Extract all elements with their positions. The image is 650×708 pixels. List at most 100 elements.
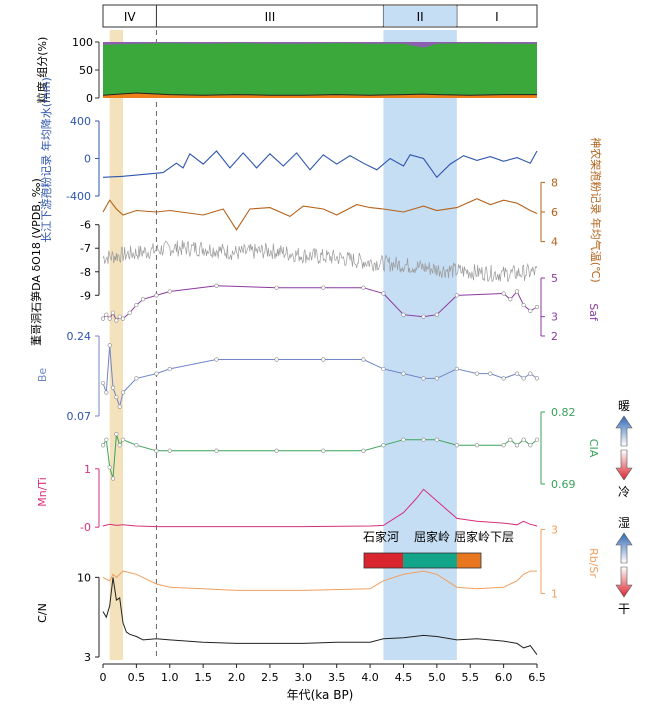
grain-green-area	[103, 43, 537, 96]
wet-dry-up-arrow	[615, 532, 633, 564]
warm-cold-top-label: 暖	[618, 399, 630, 413]
grain-orange-area	[103, 93, 537, 98]
be-point	[521, 376, 526, 381]
saf-axis-label: Saf	[587, 303, 600, 322]
be-point	[274, 357, 279, 362]
x-tick-label: 0	[100, 671, 107, 684]
precip-axis-label: 长江下游孢粉记录 年均降水(mm)	[39, 77, 53, 243]
be-point	[134, 376, 139, 381]
cia-point	[120, 437, 126, 442]
be-point	[528, 371, 533, 376]
be-point	[110, 385, 116, 390]
saf-point	[321, 285, 326, 290]
grain-axis-label: 粒度 组分(%)	[35, 37, 49, 104]
cia-tick-label: 0.69	[551, 478, 576, 491]
cia-point	[321, 448, 326, 453]
cia-point	[381, 443, 386, 448]
grain-tick-label: 50	[79, 64, 93, 77]
cia-point	[214, 448, 219, 453]
x-tick-label: 6.5	[528, 671, 546, 684]
d18o-tick-label: -9	[80, 289, 91, 302]
be-point	[434, 376, 439, 381]
saf-point	[110, 310, 116, 315]
warm-cold-up-arrow	[615, 415, 633, 447]
cn-tick-label: 3	[84, 651, 91, 664]
d18o-tick-label: -7	[80, 242, 91, 255]
saf-tick-label: 3	[551, 311, 558, 324]
be-point	[114, 395, 119, 400]
be-point	[154, 371, 159, 376]
cia-point	[421, 437, 426, 442]
x-tick-label: 2.5	[261, 671, 279, 684]
rbsr-tick-label: 3	[551, 523, 558, 536]
cia-point	[154, 448, 159, 453]
x-tick-label: 0.5	[128, 671, 146, 684]
x-tick-label: 4.0	[361, 671, 379, 684]
cia-point	[514, 443, 520, 448]
warm-cold-bottom-label: 冷	[618, 485, 630, 499]
culture-bar-label: 屈家岭下层	[454, 529, 514, 544]
be-point	[120, 390, 126, 395]
warm-cold-down-arrow	[615, 449, 633, 481]
stage-ii-highlight	[383, 6, 457, 26]
rbsr-tick-label: 1	[551, 588, 558, 601]
wet-dry-down-arrow	[615, 566, 633, 598]
cia-point	[134, 443, 139, 448]
be-tick-label: 0.24	[67, 330, 92, 343]
x-tick-label: 2.0	[228, 671, 246, 684]
be-point	[421, 376, 426, 381]
be-point	[117, 404, 122, 409]
saf-point	[454, 293, 459, 298]
culture-bar-outline	[363, 552, 482, 569]
saf-tick-label: 5	[551, 272, 558, 285]
mnti-axis-label: Mn/Ti	[36, 477, 49, 507]
saf-point	[514, 289, 520, 294]
cia-point	[528, 443, 533, 448]
saf-point	[100, 316, 106, 321]
rbsr-series	[102, 570, 537, 591]
be-point	[488, 371, 493, 376]
saf-tick-label: 2	[551, 330, 558, 343]
cia-point	[117, 443, 122, 448]
be-point	[381, 366, 386, 372]
saf-point	[104, 312, 109, 317]
x-axis-title: 年代(ka BP)	[287, 688, 354, 702]
highlight-band-0	[109, 30, 124, 660]
cia-point	[100, 443, 106, 448]
x-tick-label: 6.0	[495, 671, 513, 684]
x-tick-label: 1.5	[194, 671, 212, 684]
saf-point	[114, 318, 119, 323]
saf-point	[361, 285, 366, 290]
cia-point	[534, 437, 540, 442]
cia-point	[107, 465, 112, 470]
cia-point	[434, 437, 439, 442]
saf-point	[127, 310, 132, 315]
culture-bar-segment	[457, 553, 481, 568]
cn-axis-label: C/N	[36, 603, 49, 623]
saf-point	[120, 316, 126, 321]
precip-series	[102, 150, 538, 179]
culture-bar-label: 石家河	[363, 529, 399, 544]
cia-point	[104, 437, 109, 442]
be-point	[361, 357, 366, 362]
temp-tick-label: 4	[551, 236, 558, 249]
saf-point	[167, 289, 172, 294]
saf-point	[274, 285, 279, 290]
stage-label: IV	[124, 10, 137, 24]
wet-dry-top-label: 湿	[618, 515, 630, 530]
x-tick-label: 4.5	[395, 671, 413, 684]
grain-boundary-line	[102, 92, 537, 96]
be-point	[104, 390, 109, 395]
cn-series	[102, 577, 538, 655]
x-tick-label: 5.0	[428, 671, 446, 684]
stage-label: III	[265, 10, 276, 24]
saf-point	[521, 302, 526, 308]
temp-tick-label: 6	[551, 206, 558, 219]
mnti-series	[102, 488, 538, 528]
temp-series	[102, 198, 538, 231]
temp-tick-label: 8	[551, 176, 558, 189]
saf-point	[534, 304, 540, 310]
grain-tick-label: 0	[86, 92, 93, 105]
x-tick-label: 1.0	[161, 671, 179, 684]
